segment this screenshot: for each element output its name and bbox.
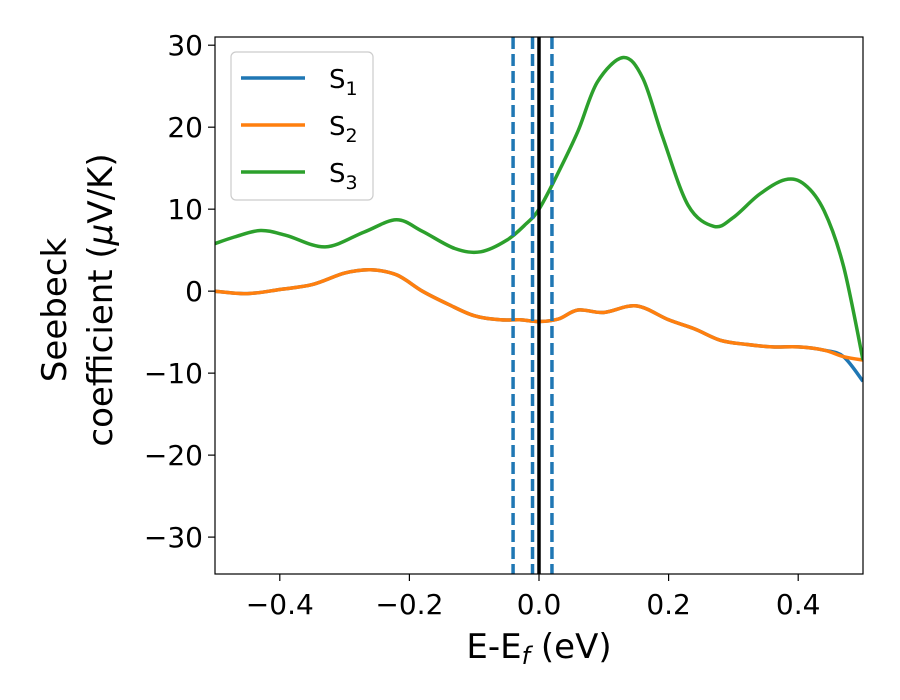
x-tick-label: 0.2 [646, 588, 691, 621]
x-tick-label: 0.4 [776, 588, 821, 621]
legend-entry-s1: S1 [241, 65, 358, 100]
y-axis-label: Seebeck coefficient (μV/K) [35, 153, 121, 446]
series-line-s3 [215, 55, 863, 361]
legend-label: S2 [329, 112, 358, 147]
y-axis-label-line1: Seebeck [35, 238, 75, 383]
legend-entry-s3: S3 [241, 159, 358, 194]
axes-layer: −0.4 −0.2 0.0 0.2 0.4 −30 −20 −10 0 10 20 30 [144, 29, 821, 621]
y-tick-label: 30 [167, 29, 203, 62]
y-tick-label: 20 [167, 111, 203, 144]
series-line-s2 [215, 268, 863, 362]
x-axis-label: E-Ef (eV) [466, 627, 611, 670]
legend-entry-s2: S2 [241, 112, 358, 147]
y-tick-label: −10 [144, 357, 203, 390]
legend-label: S3 [329, 159, 358, 194]
y-tick-label: −20 [144, 439, 203, 472]
x-tick-label: −0.2 [375, 588, 443, 621]
plot-layer [215, 37, 863, 574]
x-tick-label: 0.0 [517, 588, 562, 621]
y-axis-label-line2: coefficient (μV/K) [81, 153, 121, 446]
legend-label: S1 [329, 65, 358, 100]
legend: S1 S2 S3 [230, 51, 374, 201]
y-tick-label: 10 [167, 193, 203, 226]
x-tick-label: −0.4 [246, 588, 314, 621]
y-tick-label: −30 [144, 521, 203, 554]
y-tick-label: 0 [185, 275, 203, 308]
